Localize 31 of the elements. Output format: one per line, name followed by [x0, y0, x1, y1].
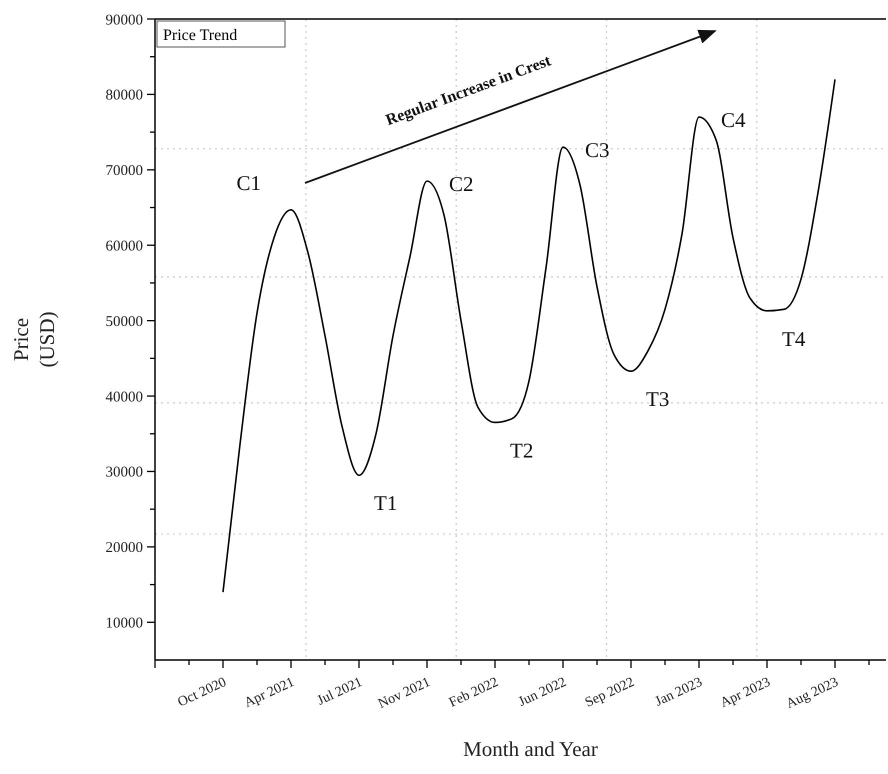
- x-tick-label: Nov 2021: [376, 674, 433, 712]
- y-tick-label: 20000: [106, 540, 143, 556]
- x-tick-label: Jul 2021: [315, 674, 365, 709]
- y-tick-label: 60000: [106, 238, 143, 254]
- y-tick-label: 10000: [106, 616, 143, 632]
- y-tick-label: 50000: [106, 314, 143, 330]
- annotation: T2: [510, 438, 534, 462]
- x-tick-label: Sep 2022: [582, 674, 637, 711]
- x-tick-label: Oct 2020: [176, 674, 229, 710]
- x-tick-label: Jun 2022: [516, 674, 569, 710]
- annotation: C4: [721, 108, 746, 132]
- annotation: T4: [782, 326, 806, 351]
- annotation: Regular Increase in Crest: [384, 52, 554, 130]
- x-tick-label: Apr 2023: [718, 674, 773, 712]
- x-tick-label: Apr 2021: [242, 674, 297, 712]
- y-tick-label: 80000: [106, 88, 143, 104]
- annotation: T1: [374, 491, 398, 516]
- y-tick-label: 70000: [106, 163, 143, 180]
- annotation: C1: [236, 170, 261, 195]
- y-tick-label: 90000: [106, 12, 143, 28]
- annotation: T3: [646, 387, 670, 412]
- y-tick-label: 40000: [106, 389, 143, 406]
- x-tick-label: Feb 2022: [446, 674, 501, 711]
- text: Price Trend: [163, 27, 238, 44]
- x-axis-title: Month and Year: [463, 737, 598, 761]
- y-axis-title: Price (USD): [9, 311, 59, 368]
- annotation: C3: [585, 138, 610, 162]
- y-tick-label: 30000: [106, 464, 143, 481]
- x-tick-label: Aug 2023: [784, 674, 841, 712]
- annotation: C2: [449, 172, 474, 196]
- x-tick-label: Jan 2023: [653, 674, 705, 710]
